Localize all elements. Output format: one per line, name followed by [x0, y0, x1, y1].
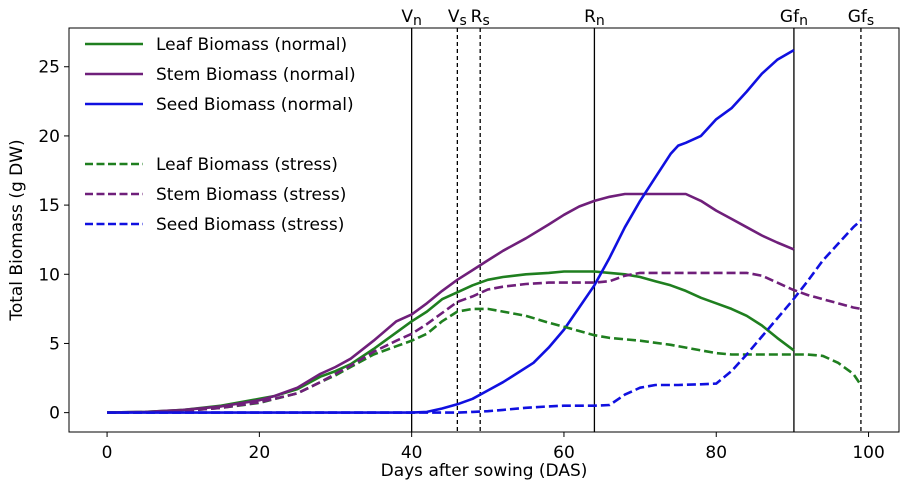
x-tick-label: 20: [249, 443, 271, 463]
legend-label: Seed Biomass (stress): [156, 215, 344, 235]
x-tick-label: 60: [553, 443, 575, 463]
legend-label: Leaf Biomass (normal): [156, 35, 347, 55]
plot-frame: [68, 27, 900, 433]
y-tick-label: 15: [38, 196, 60, 216]
series-line: [107, 48, 795, 414]
y-tick-label: 5: [49, 334, 60, 354]
legend-label: Seed Biomass (normal): [156, 95, 354, 115]
x-tick-label: 80: [705, 443, 727, 463]
y-axis-label: Total Biomass (g DW): [7, 139, 27, 321]
stage-marker-label: Gfs: [848, 7, 874, 29]
y-tick-label: 20: [38, 127, 60, 147]
stage-marker-label: Gfn: [780, 7, 808, 29]
legend-label: Leaf Biomass (stress): [156, 155, 338, 175]
stage-marker-label: Rs: [471, 7, 490, 29]
legend: Leaf Biomass (normal) Stem Biomass (norma…: [85, 35, 356, 235]
series-line: [107, 307, 862, 414]
x-tick-label: 0: [102, 443, 113, 463]
legend-label: Stem Biomass (stress): [156, 185, 346, 205]
x-tick-label: 40: [401, 443, 423, 463]
series-line: [107, 192, 795, 414]
stage-marker-label: Vn: [401, 7, 422, 29]
stage-marker-label: Rn: [584, 7, 605, 29]
x-tick-label: 100: [852, 443, 884, 463]
series-line: [107, 271, 862, 414]
y-tick-label: 0: [49, 404, 60, 424]
legend-label: Stem Biomass (normal): [156, 65, 356, 85]
stage-markers: Vn Vs Rs Rn Gfn Gfs: [401, 7, 874, 432]
y-tick-label: 10: [38, 265, 60, 285]
series-line: [107, 219, 862, 414]
x-axis-ticks: 0 20 40 60 80 100: [102, 432, 885, 463]
series-line: [107, 270, 795, 414]
y-axis-ticks: 0 5 10 15 20 25: [38, 58, 69, 424]
series-lines: [107, 48, 862, 414]
stage-marker-label: Vs: [448, 7, 467, 29]
y-tick-label: 25: [38, 58, 60, 78]
x-axis-label: Days after sowing (DAS): [381, 461, 588, 481]
